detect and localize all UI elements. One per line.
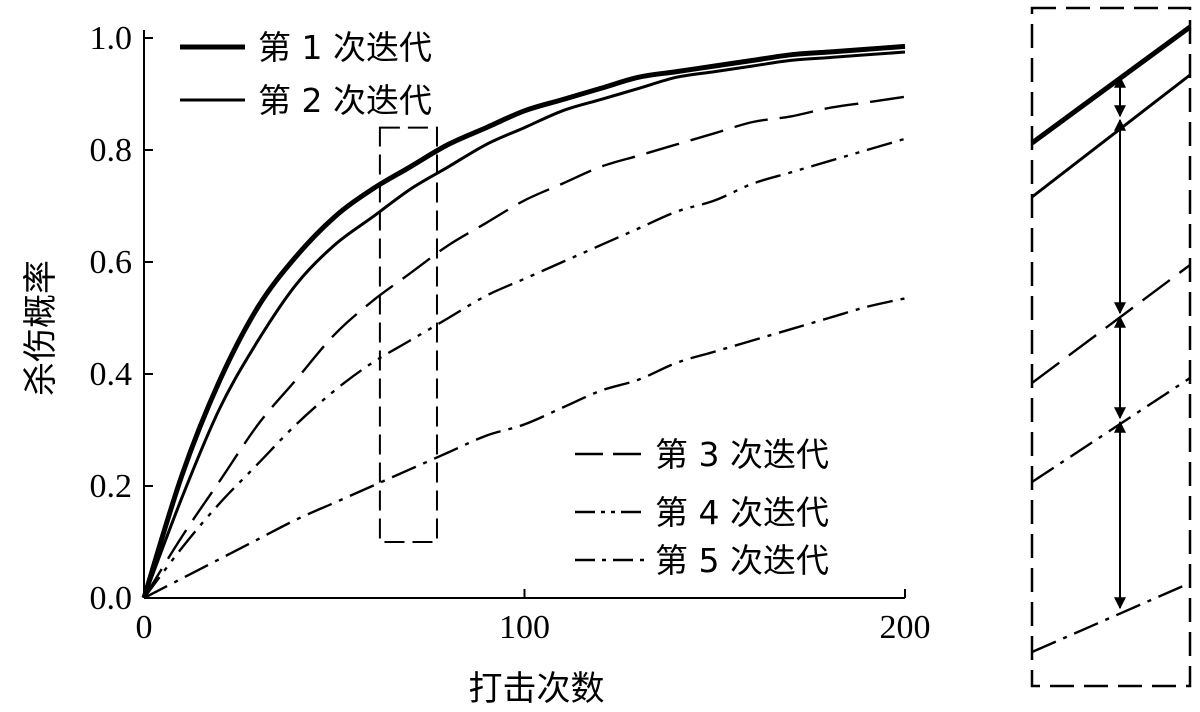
- y-tick-label: 0.2: [90, 468, 133, 505]
- y-tick-label: 0.6: [90, 244, 133, 281]
- series-line-4: [143, 137, 906, 599]
- inset-line-5: [1031, 581, 1191, 654]
- y-tick-label: 0.4: [90, 356, 133, 393]
- legend-label-5: 第 5 次迭代: [655, 541, 829, 580]
- legend-label-4: 第 4 次迭代: [655, 493, 829, 532]
- inset-line-3: [1031, 264, 1191, 384]
- plot-area: [378, 126, 438, 543]
- legend-label-3: 第 3 次迭代: [655, 435, 829, 474]
- x-tick-label: 100: [499, 609, 550, 646]
- legend-label-2: 第 2 次迭代: [258, 81, 432, 120]
- x-tick-label: 0: [136, 609, 153, 646]
- y-axis-title: 杀伤概率: [21, 260, 61, 396]
- highlight-box: [378, 126, 438, 543]
- axes: 0.0 0.2 0.4 0.6 0.8 1.0 0 100 200: [90, 20, 931, 646]
- inset-line-1: [1030, 24, 1192, 146]
- series-line-5: [143, 297, 906, 600]
- y-tick-label: 0.8: [90, 132, 133, 169]
- series-line-1: [141, 43, 906, 599]
- series-group: [141, 43, 906, 600]
- x-tick-label: 200: [880, 609, 931, 646]
- legend-label-1: 第 1 次迭代: [258, 28, 432, 67]
- series-line-2: [142, 50, 906, 599]
- inset-frame: [1030, 6, 1192, 688]
- series-line-3: [142, 95, 906, 599]
- inset-line-4: [1031, 376, 1191, 484]
- y-tick-label: 1.0: [90, 20, 133, 57]
- inset-line-2: [1031, 73, 1191, 199]
- inset-zoom: [1030, 6, 1192, 688]
- x-axis-title: 打击次数: [469, 669, 605, 709]
- y-tick-label: 0.0: [90, 580, 133, 617]
